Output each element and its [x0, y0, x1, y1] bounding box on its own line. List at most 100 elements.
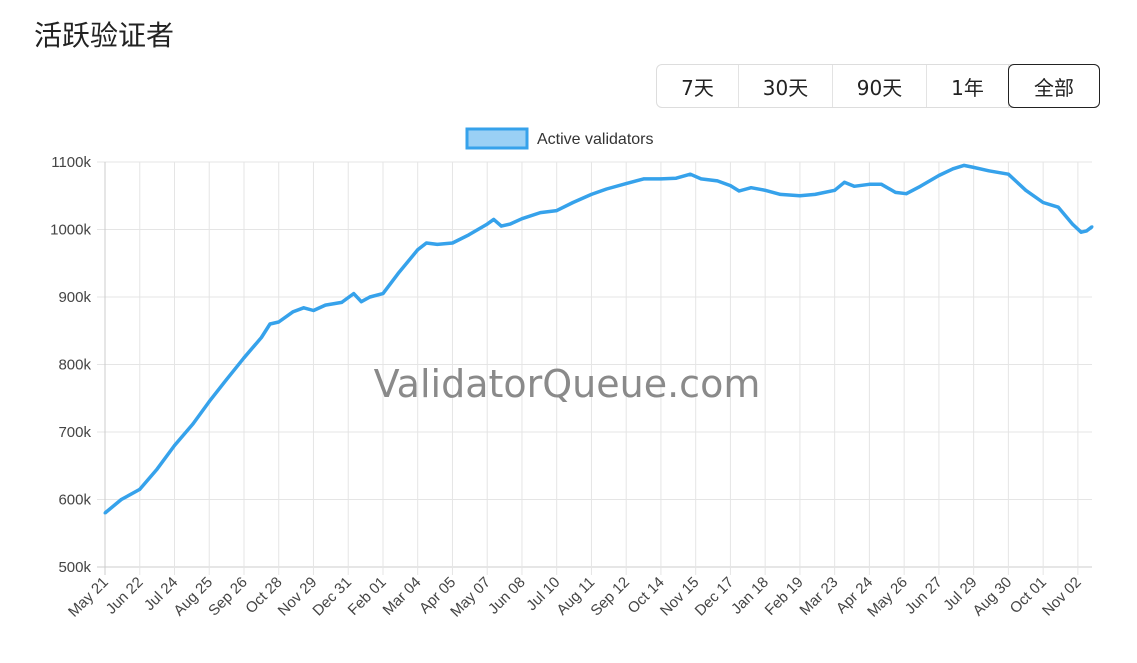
data-point — [225, 377, 229, 381]
data-point — [987, 169, 991, 173]
data-point — [699, 177, 703, 181]
x-tick-label: Mar 04 — [380, 574, 425, 619]
range-selector: 7天 30天 90天 1年 全部 — [656, 64, 1100, 108]
range-button-2[interactable]: 90天 — [833, 65, 927, 107]
data-point — [1006, 172, 1010, 176]
x-tick-label: Sep 12 — [587, 574, 633, 620]
range-button-0[interactable]: 7天 — [657, 65, 739, 107]
data-point — [207, 400, 211, 404]
data-point — [904, 192, 908, 196]
data-point — [624, 182, 628, 186]
page-title: 活跃验证者 — [34, 19, 175, 52]
data-point — [435, 242, 439, 246]
legend-swatch[interactable] — [465, 127, 529, 150]
data-point — [1085, 229, 1089, 233]
y-tick-label: 700k — [58, 424, 91, 441]
data-point — [951, 167, 955, 171]
data-point — [571, 201, 575, 204]
y-tick-label: 1000k — [50, 222, 91, 239]
data-point — [937, 174, 941, 177]
data-point — [589, 192, 593, 196]
legend-label[interactable]: Active validators — [537, 131, 654, 148]
data-point — [277, 320, 281, 324]
x-tick-label: May 21 — [65, 574, 112, 621]
data-point — [381, 292, 385, 296]
watermark: ValidatorQueue.com — [374, 362, 761, 406]
data-point — [499, 224, 503, 228]
data-point — [798, 194, 802, 198]
series-line-active-validators — [103, 163, 1094, 515]
data-point — [842, 180, 846, 184]
x-tick-label: Mar 23 — [796, 574, 841, 619]
data-point — [813, 192, 817, 196]
data-point — [291, 310, 295, 314]
data-point — [962, 163, 966, 167]
data-point — [867, 182, 871, 186]
data-point — [302, 306, 306, 310]
range-button-1[interactable]: 30天 — [739, 65, 833, 107]
data-point — [674, 176, 678, 180]
data-point — [424, 241, 428, 245]
data-point — [172, 444, 176, 447]
x-tick-label: Sep 26 — [205, 574, 251, 620]
data-point — [242, 356, 246, 360]
data-point — [749, 186, 753, 190]
data-point — [1056, 205, 1060, 209]
data-point — [688, 172, 692, 176]
y-tick-label: 600k — [58, 492, 91, 509]
data-point — [605, 187, 609, 191]
data-point — [138, 487, 142, 491]
x-tick-label: Jun 27 — [902, 574, 946, 618]
data-point — [359, 300, 363, 304]
data-point — [485, 222, 489, 226]
data-point — [763, 188, 767, 192]
data-point — [879, 182, 883, 186]
x-tick-label: Jun 22 — [103, 574, 147, 618]
data-point — [893, 190, 897, 194]
data-point — [715, 179, 719, 183]
y-tick-label: 800k — [58, 357, 91, 374]
data-point — [1079, 230, 1083, 234]
data-point — [368, 295, 372, 299]
y-tick-label: 500k — [58, 559, 91, 576]
data-point — [852, 184, 856, 188]
data-point — [259, 336, 263, 339]
range-button-4[interactable]: 全部 — [1008, 64, 1100, 108]
data-point — [538, 211, 542, 215]
x-tick-label: Feb 19 — [762, 574, 807, 619]
x-tick-label: Aug 30 — [970, 574, 1016, 620]
data-point — [450, 241, 454, 245]
data-point — [508, 222, 512, 226]
data-point — [918, 184, 922, 188]
data-point — [103, 511, 107, 515]
data-point — [191, 422, 195, 426]
x-tick-label: Nov 02 — [1039, 574, 1085, 620]
x-tick-label: Feb 01 — [345, 574, 390, 619]
data-point — [1070, 222, 1074, 226]
data-point — [642, 177, 646, 181]
data-point — [119, 498, 123, 501]
data-point — [778, 192, 782, 196]
data-point — [659, 177, 663, 181]
data-point — [492, 217, 496, 221]
x-tick-label: Dec 17 — [692, 574, 738, 620]
x-tick-label: Jun 08 — [485, 574, 529, 618]
data-point — [396, 271, 400, 275]
data-point — [352, 292, 356, 296]
data-point — [268, 322, 272, 326]
data-point — [416, 248, 420, 252]
data-point — [1041, 201, 1045, 204]
y-tick-label: 900k — [58, 289, 91, 306]
data-point — [972, 165, 976, 169]
data-point — [467, 233, 471, 237]
data-point — [311, 309, 315, 312]
data-point — [728, 184, 732, 188]
y-tick-label: 1100k — [51, 154, 91, 171]
data-point — [1090, 225, 1094, 229]
data-point — [555, 209, 559, 213]
data-point — [520, 217, 524, 221]
data-point — [833, 188, 837, 192]
x-tick-label: Dec 31 — [309, 574, 355, 620]
data-point — [1024, 188, 1028, 192]
